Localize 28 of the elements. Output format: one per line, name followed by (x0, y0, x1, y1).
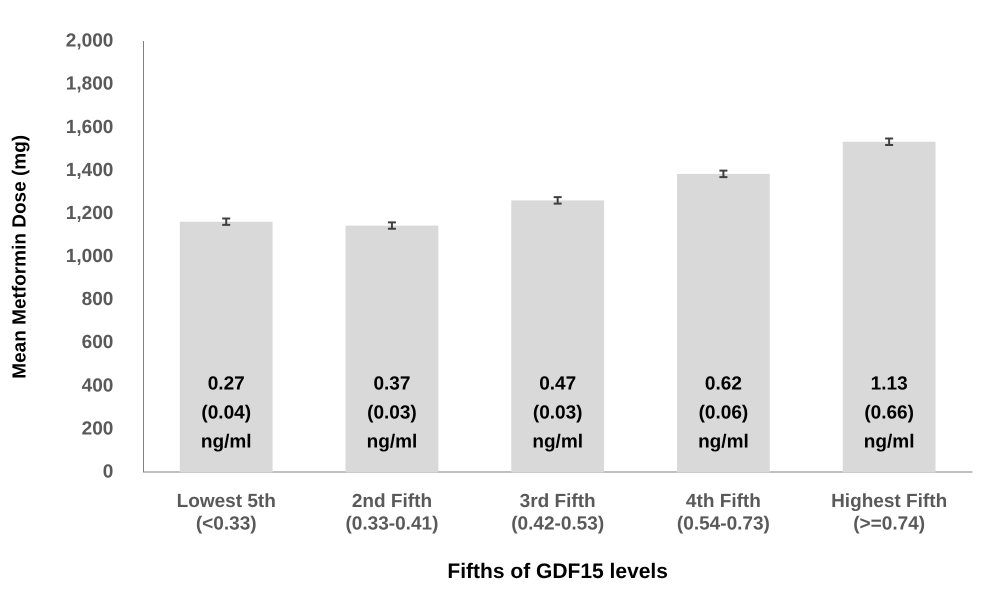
annotation: 0.27 (0.04) ng/ml (200, 373, 252, 452)
y-tick-label: 200 (82, 418, 114, 440)
y-tick-label: 1,600 (66, 116, 114, 138)
bar (842, 142, 936, 472)
x-tick-label: 4th Fifth (0.54-0.73) (676, 490, 770, 535)
y-tick-label: 1,800 (66, 74, 114, 95)
x-tick-label: 2nd Fifth (0.33-0.41) (345, 490, 438, 535)
annotation: 0.62 (0.06) ng/ml (698, 373, 749, 452)
annotation: 0.37 (0.03) ng/ml (366, 373, 418, 452)
y-tick-label: 800 (82, 289, 114, 310)
y-tick-label: 400 (82, 375, 114, 396)
x-tick-label: 3rd Fifth (0.42-0.53) (511, 490, 604, 535)
x-tick-label: Lowest 5th (<0.33) (176, 490, 276, 535)
annotation: 1.13 (0.66) ng/ml (864, 373, 914, 452)
y-tick-label: 1,200 (66, 202, 114, 224)
y-tick-label: 600 (82, 332, 114, 354)
bar (677, 174, 770, 472)
x-axis-title: Fifths of GDF15 levels (447, 560, 668, 584)
bar (180, 222, 273, 472)
x-tick-label: Highest Fifth (>=0.74) (831, 490, 948, 535)
bar (511, 200, 604, 472)
y-tick-label: 1,400 (66, 160, 114, 181)
y-tick-label: 0 (102, 461, 114, 482)
y-tick-label: 1,000 (66, 246, 114, 268)
y-axis-title: Mean Metformin Dose (mg) (10, 134, 31, 379)
annotation: 0.47 (0.03) ng/ml (532, 373, 584, 452)
bar (346, 226, 438, 472)
y-tick-label: 2,000 (66, 30, 114, 52)
